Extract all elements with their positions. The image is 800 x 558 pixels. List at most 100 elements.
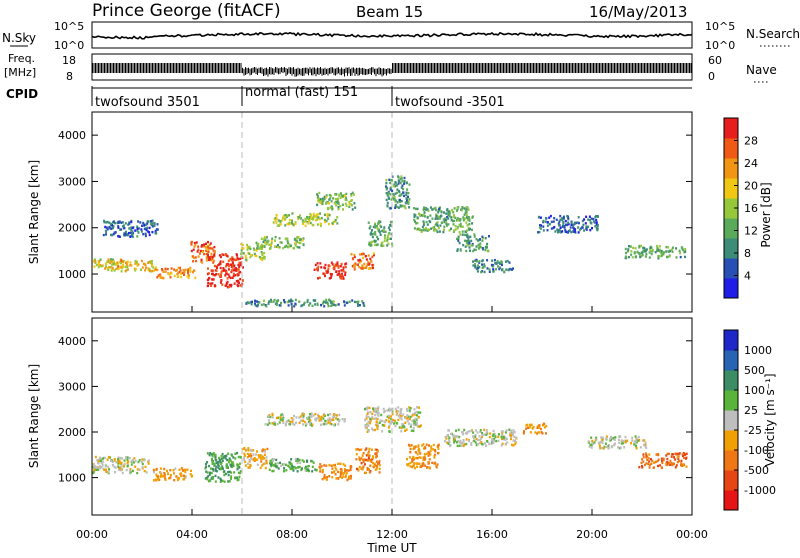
data-cell [232,462,235,465]
data-cell [206,452,209,455]
freq-bar [332,67,333,73]
data-cell [265,462,268,465]
data-cell [525,427,528,430]
data-cell [497,439,500,443]
nsky-tick-right-top: 10^5 [705,20,735,33]
data-cell [650,252,653,256]
data-cell [308,304,311,307]
freq-bar [194,63,195,73]
data-cell [407,417,410,421]
data-cell [484,442,486,445]
data-cell [285,423,287,426]
data-cell [336,418,339,421]
data-cell [416,457,419,460]
data-cell [658,255,661,258]
data-cell [284,214,287,217]
data-cell [685,452,688,455]
data-cell [230,461,233,464]
freq-bar [648,63,650,73]
data-cell [176,269,178,272]
data-cell [431,217,434,220]
data-cell [276,224,279,227]
data-cell [288,221,291,225]
freq-bar [428,63,429,73]
data-cell [102,233,105,237]
data-cell [557,222,560,225]
data-cell [317,213,320,216]
freq-tick-top: 18 [62,54,76,67]
data-cell [326,271,329,274]
data-cell [127,223,130,226]
data-cell [206,252,209,255]
freq-bar [287,68,288,75]
data-cell [592,220,595,223]
data-cell [169,473,172,477]
freq-bar [191,63,192,73]
data-cell [371,458,374,461]
data-cell [234,267,237,270]
freq-bar [98,63,99,73]
data-cell [334,463,336,467]
data-cell [368,447,371,451]
freq-bar [416,63,417,73]
cpid-panel: CPID twofsound 3501 normal (fast) 151 tw… [6,85,692,110]
data-cell [291,464,294,467]
data-cell [464,230,467,233]
power-ylabel: Slant Range [km] [27,160,41,264]
data-cell [229,463,232,466]
data-cell [427,209,430,213]
data-cell [250,455,253,458]
colorbar-swatch [724,350,738,371]
data-cell [632,246,635,250]
data-cell [389,188,392,191]
data-cell [117,235,120,238]
data-cell [337,303,340,306]
data-cell [534,431,537,434]
data-cell [408,183,411,186]
data-cell [508,261,511,264]
data-cell [408,206,411,209]
data-cell [559,214,562,218]
data-cell [358,458,361,461]
data-cell [243,456,246,459]
data-cell [367,411,370,414]
data-cell [568,229,571,232]
data-cell [348,200,351,204]
data-cell [366,263,369,266]
freq-bar [224,63,225,73]
data-cell [447,212,450,215]
freq-bar [327,68,329,76]
data-cell [178,468,181,471]
data-cell [209,451,212,455]
data-cell [337,462,340,465]
data-cell [352,264,355,267]
data-cell [302,419,304,422]
data-cell [428,458,431,461]
data-cell [234,476,237,479]
data-cell [117,456,120,459]
data-cell [125,468,128,472]
data-cell [407,202,410,205]
cpid-segment-3: twofsound -3501 [395,95,505,110]
data-cell [465,221,468,224]
data-cell [437,447,440,450]
data-cell [93,265,96,268]
data-cell [463,213,466,216]
data-cell [582,223,585,226]
data-cell [308,216,311,219]
freq-bar [285,68,287,76]
freq-bar [260,67,261,73]
data-cell [428,228,430,232]
freq-bar [653,63,654,73]
data-cell [680,464,682,467]
data-cell [512,429,515,432]
data-cell [558,220,561,223]
freq-bar [114,63,116,73]
data-cell [97,462,100,465]
data-cell [638,252,641,255]
data-cell [237,471,240,474]
data-cell [213,250,216,253]
data-cell [436,463,439,466]
data-cell [453,437,456,441]
